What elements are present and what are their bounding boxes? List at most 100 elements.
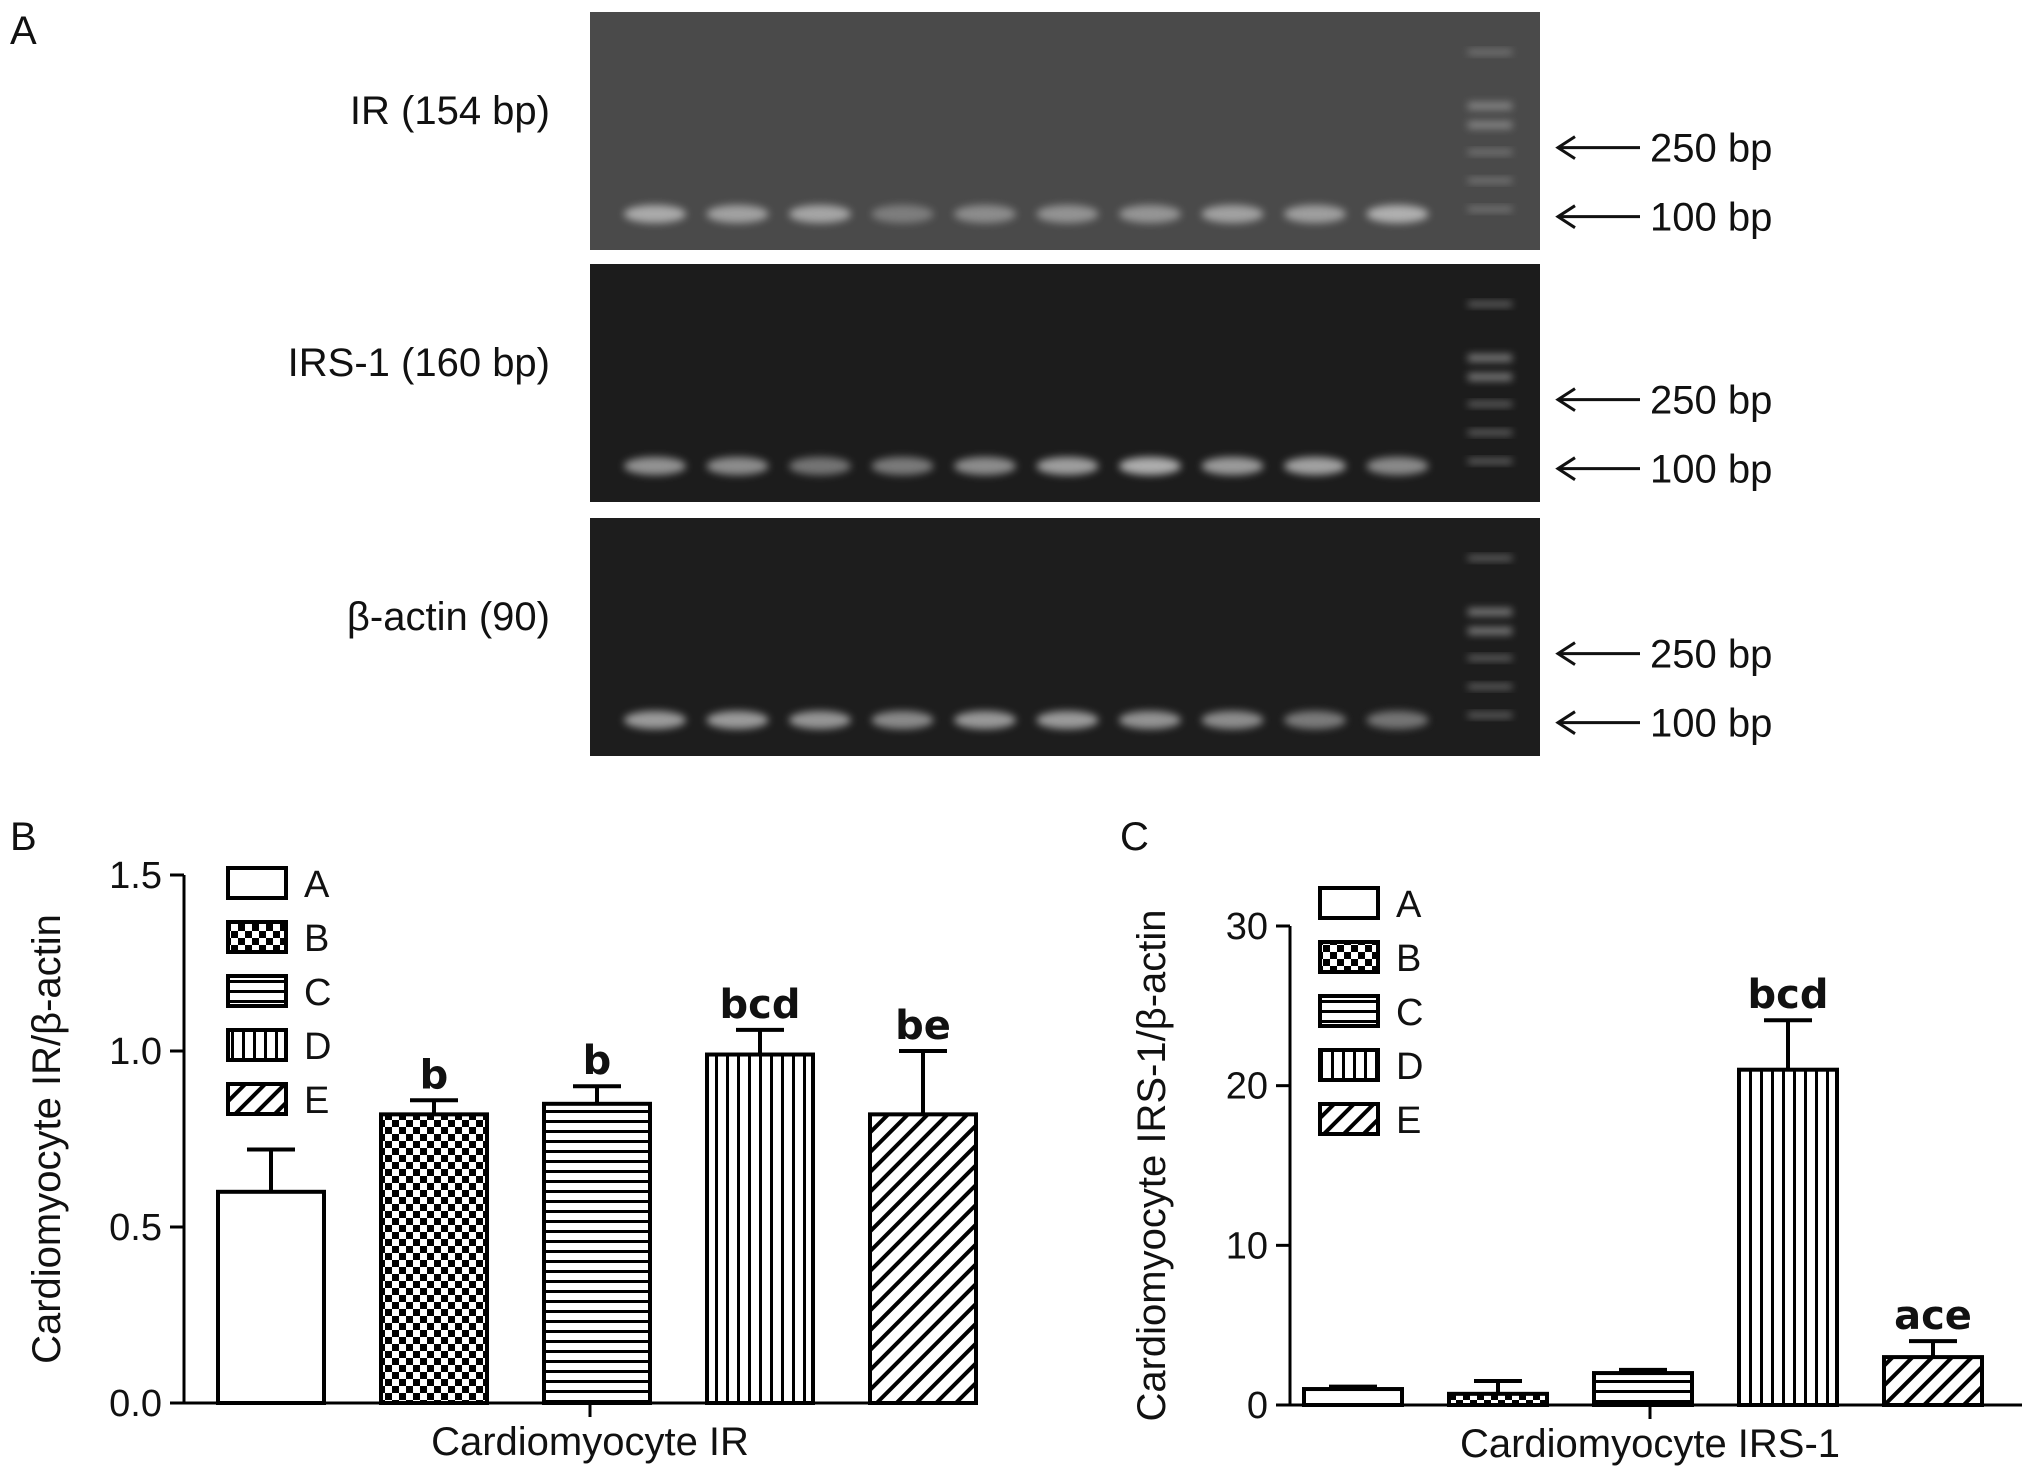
ladder-band — [1468, 302, 1512, 307]
legend-swatch — [1318, 994, 1380, 1028]
gel-band — [954, 205, 1016, 223]
marker-arrowhead — [1555, 641, 1576, 666]
ladder-band — [1468, 102, 1512, 110]
gel-band — [1366, 457, 1429, 475]
gel-band — [1366, 205, 1429, 223]
gel-row-label: β-actin (90) — [347, 595, 550, 639]
bar-group-C — [1592, 1367, 1694, 1407]
legend-label: E — [1396, 1100, 1421, 1142]
marker-arrowhead — [1555, 204, 1576, 229]
significance-label: bcd — [1748, 972, 1829, 1018]
marker-arrowhead — [1555, 456, 1576, 481]
legend-label: E — [304, 1080, 329, 1122]
gel-band — [1201, 205, 1264, 223]
gel-band — [789, 205, 851, 223]
bar — [1882, 1355, 1984, 1407]
significance-label: ace — [1894, 1293, 1972, 1339]
marker-label: 100 bp — [1650, 702, 1772, 746]
significance-label: b — [583, 1038, 612, 1084]
ladder-band — [1468, 627, 1512, 635]
ladder-band — [1468, 178, 1512, 183]
gel-band — [1201, 711, 1264, 729]
marker-label: 250 bp — [1650, 379, 1772, 423]
gel-band — [1036, 205, 1099, 223]
bar-group-C: b — [542, 1038, 652, 1406]
bar — [1737, 1067, 1839, 1407]
bar-group-A — [1302, 1384, 1404, 1407]
chart-c: 0 10 20 30 Cardiomyocyte IRS-1/β-actin Cardio… — [1130, 884, 2022, 1466]
bar-group-A — [216, 1147, 326, 1406]
gel-band — [1036, 457, 1099, 475]
gel-band — [871, 711, 934, 729]
ladder-band — [1468, 150, 1512, 155]
legend-label: A — [304, 864, 330, 906]
legend-swatch — [226, 1028, 288, 1062]
y-axis-label: Cardiomyocyte IR/β-actin — [25, 914, 69, 1364]
x-axis-label: Cardiomyocyte IR — [431, 1420, 749, 1464]
gel-band — [954, 711, 1016, 729]
ladder-band — [1468, 556, 1512, 561]
legend-label: B — [304, 918, 329, 960]
gel-image: IR (154 bp) 250 bp 100 bp IRS-1 (160 bp) 250… — [288, 12, 1772, 756]
legend-label: A — [1396, 884, 1422, 926]
y-tick-label: 1.5 — [109, 855, 162, 897]
gel-band — [1284, 205, 1346, 223]
ladder-band — [1468, 608, 1512, 616]
legend-label: D — [1396, 1046, 1423, 1088]
y-axis-label: Cardiomyocyte IRS-1/β-actin — [1130, 909, 1174, 1421]
marker-label: 100 bp — [1650, 196, 1772, 240]
gel-band — [871, 205, 934, 223]
y-tick-label: 20 — [1226, 1066, 1268, 1108]
gel-band — [624, 457, 686, 475]
gel-band — [1366, 711, 1429, 729]
y-tick-label: 10 — [1226, 1225, 1268, 1267]
gel-band — [706, 711, 769, 729]
gel-band — [624, 205, 686, 223]
bar — [216, 1189, 326, 1406]
bar-group-B — [1447, 1379, 1549, 1408]
legend-swatch — [226, 866, 288, 900]
gel-row-2: IRS-1 (160 bp) 250 bp 100 bp — [288, 264, 1772, 502]
y-tick-label: 30 — [1226, 906, 1268, 948]
ladder-band — [1468, 207, 1512, 212]
legend-swatch — [226, 1082, 288, 1116]
bar — [1302, 1387, 1404, 1407]
gel-band — [789, 457, 851, 475]
gel-band — [706, 457, 769, 475]
legend-label: D — [304, 1026, 331, 1068]
chart-b: 0.0 0.5 1.0 1.5 Cardiomyocyte IR/β-actin Card… — [25, 855, 978, 1464]
legend-swatch — [226, 920, 288, 954]
legend-swatch — [226, 974, 288, 1008]
legend-label: B — [1396, 938, 1421, 980]
bar — [542, 1101, 652, 1406]
marker-arrowhead — [1555, 387, 1576, 412]
ladder-band — [1468, 430, 1512, 435]
ladder-band — [1468, 50, 1512, 55]
marker-arrowhead — [1555, 710, 1576, 735]
legend-swatch — [1318, 1048, 1380, 1082]
gel-row-3: β-actin (90) 250 bp 100 bp — [347, 518, 1772, 756]
marker-label: 250 bp — [1650, 127, 1772, 171]
x-axis-label: Cardiomyocyte IRS-1 — [1460, 1422, 1840, 1466]
y-tick-label: 0 — [1247, 1385, 1268, 1427]
significance-label: b — [420, 1052, 449, 1098]
gel-row-label: IRS-1 (160 bp) — [288, 341, 550, 385]
bar — [868, 1112, 978, 1405]
y-tick-label: 0.0 — [109, 1383, 162, 1425]
ladder-band — [1468, 402, 1512, 407]
bar — [705, 1052, 815, 1406]
legend-label: C — [304, 972, 331, 1014]
ladder-band — [1468, 684, 1512, 689]
gel-band — [1119, 457, 1181, 475]
bar-group-D: bcd — [705, 982, 815, 1406]
gel-band — [706, 205, 769, 223]
legend-swatch — [1318, 940, 1380, 974]
marker-arrowhead — [1555, 135, 1576, 160]
bar-group-B: b — [379, 1052, 489, 1405]
gel-band — [1284, 457, 1346, 475]
gel-band — [1284, 711, 1346, 729]
gel-row-label: IR (154 bp) — [350, 89, 550, 133]
bar-group-E: ace — [1882, 1293, 1984, 1407]
gel-band — [871, 457, 934, 475]
gel-row-1: IR (154 bp) 250 bp 100 bp — [350, 12, 1772, 250]
